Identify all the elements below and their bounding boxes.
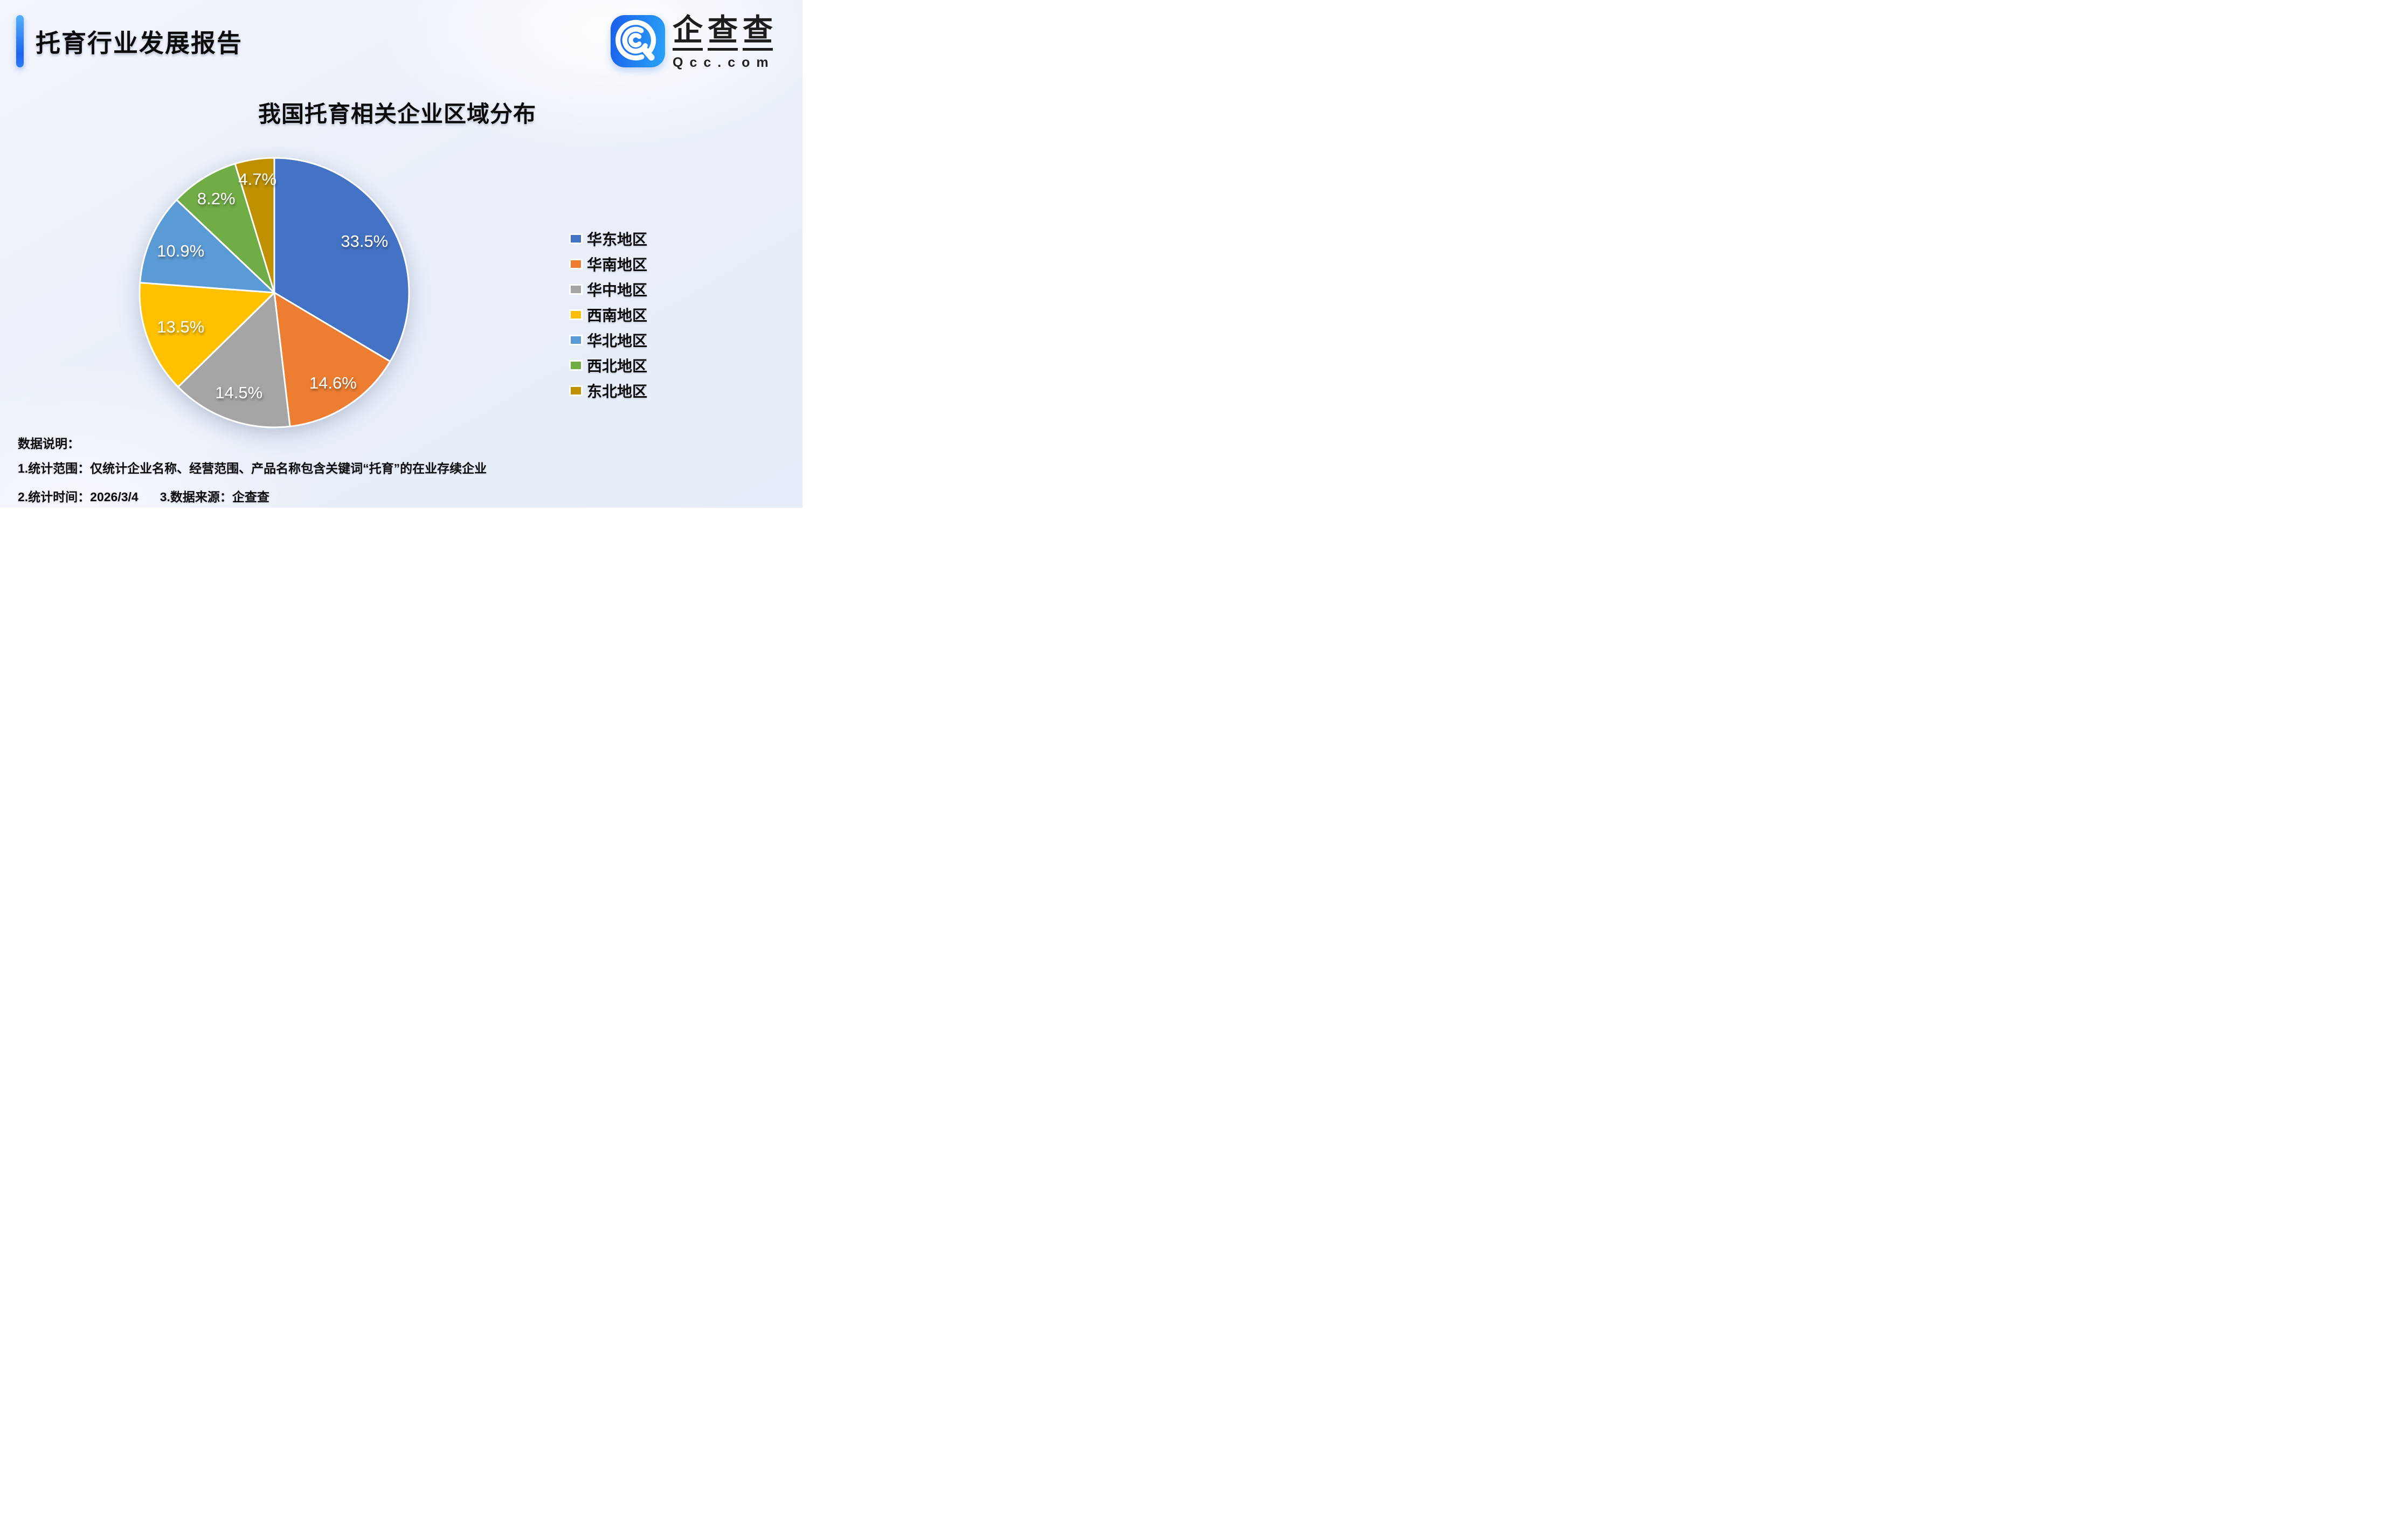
pie-slice-华东地区 — [273, 157, 410, 363]
pie-slice-西北地区 — [176, 163, 275, 294]
legend-label: 华北地区 — [587, 333, 648, 349]
legend-label: 东北地区 — [587, 383, 648, 400]
logo-brand-name: 企查查 — [673, 15, 775, 51]
legend-label: 华南地区 — [587, 257, 648, 273]
legend-label: 西北地区 — [587, 358, 648, 375]
legend-item-华北地区: 华北地区 — [569, 331, 648, 349]
pie-slice-华北地区 — [139, 199, 275, 294]
legend-marker — [569, 385, 583, 396]
legend-label: 西南地区 — [587, 307, 648, 324]
logo-text-block: 企查查 Qcc.com — [673, 15, 775, 71]
logo-domain: Qcc.com — [673, 55, 775, 70]
note-stat-time: 2.统计时间：2026/3/4 — [18, 490, 139, 504]
legend-item-东北地区: 东北地区 — [569, 382, 648, 400]
page-title: 托育行业发展报告 — [36, 29, 243, 57]
pie-slice-华南地区 — [273, 292, 391, 427]
legend-marker — [569, 233, 583, 244]
note-data-source: 3.数据来源：企查查 — [160, 490, 269, 504]
legend-marker — [569, 309, 583, 320]
legend-item-华东地区: 华东地区 — [569, 230, 648, 248]
legend-marker — [569, 284, 583, 295]
title-accent-bar — [16, 15, 24, 67]
note-line-1: 1.统计范围：仅统计企业名称、经营范围、产品名称包含关键词“托育”的在业存续企业 — [18, 461, 487, 475]
legend: 华东地区华南地区华中地区西南地区华北地区西北地区东北地区 — [569, 230, 648, 407]
pie-slice-东北地区 — [234, 157, 275, 294]
report-page: 托育行业发展报告 企查查 Qcc.com 我国托育相关企业区域分布 33.5% 1… — [0, 0, 802, 508]
legend-marker — [569, 360, 583, 371]
chart-title: 我国托育相关企业区域分布 — [258, 101, 537, 127]
pie-slice-华中地区 — [177, 292, 291, 428]
notes-heading: 数据说明： — [18, 437, 80, 451]
legend-label: 华中地区 — [587, 282, 648, 299]
legend-marker — [569, 259, 583, 269]
logo-brand-char: 查 — [743, 15, 773, 51]
pie-chart — [139, 157, 410, 428]
legend-item-华南地区: 华南地区 — [569, 255, 648, 273]
legend-marker — [569, 335, 583, 345]
qcc-logo: 企查查 Qcc.com — [611, 15, 775, 71]
pie-slice-西南地区 — [139, 282, 275, 388]
qcc-spiral-q-icon — [611, 15, 665, 67]
legend-item-西南地区: 西南地区 — [569, 306, 648, 324]
legend-item-华中地区: 华中地区 — [569, 280, 648, 299]
legend-label: 华东地区 — [587, 231, 648, 248]
note-line-2: 2.统计时间：2026/3/4 3.数据来源：企查查 — [18, 487, 269, 505]
legend-item-西北地区: 西北地区 — [569, 356, 648, 375]
logo-brand-char: 查 — [708, 15, 738, 51]
logo-brand-char: 企 — [673, 15, 703, 51]
